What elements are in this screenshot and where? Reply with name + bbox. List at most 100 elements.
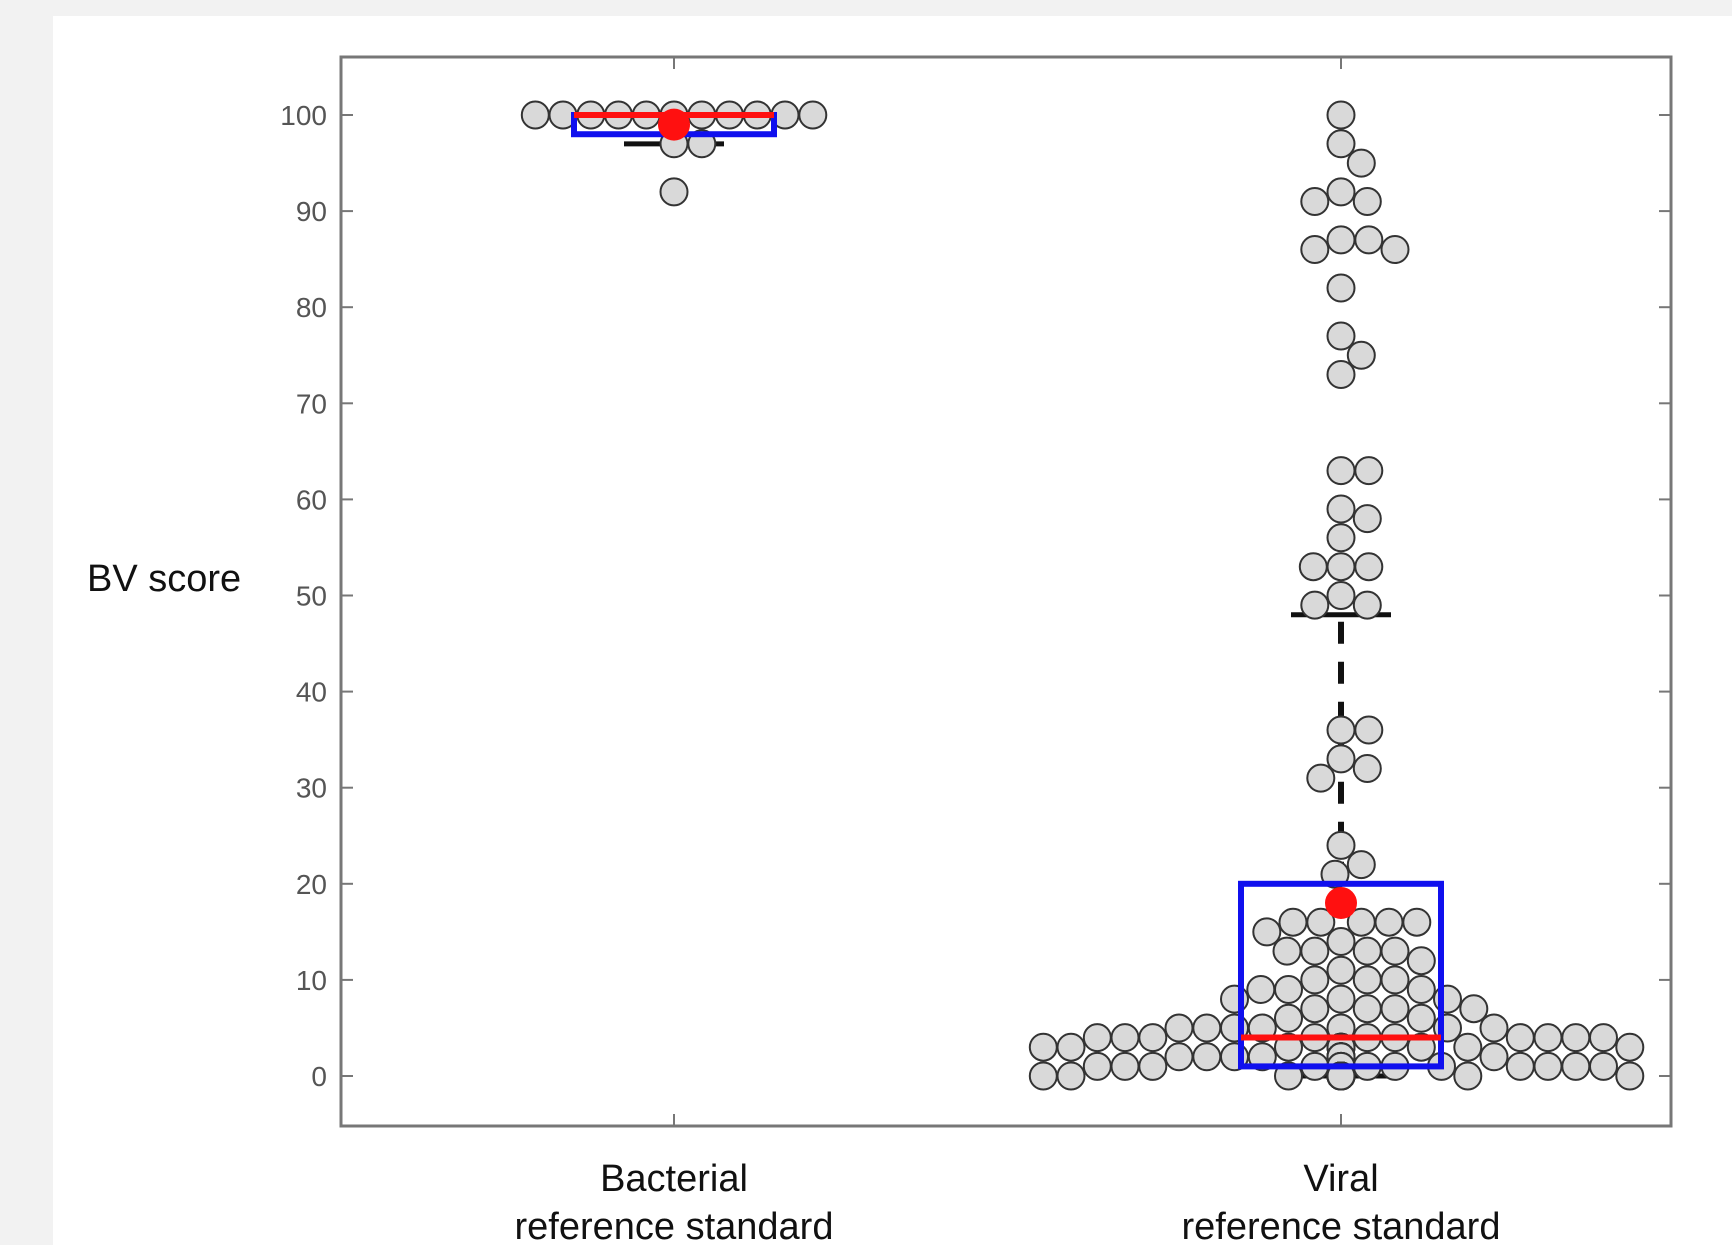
data-point [1479,1042,1509,1072]
mean-marker [1325,887,1357,920]
data-point [798,100,828,130]
data-point [1346,340,1376,370]
data-point [1300,936,1330,966]
data-point [520,100,550,130]
data-point [1326,830,1356,860]
data-point [1138,1023,1168,1053]
data-point [1326,129,1356,159]
group-2 [1028,100,1645,1091]
y-tick-label: 70 [296,388,327,419]
x-category-label: Bacterial [600,1158,748,1200]
data-point [1352,754,1382,783]
data-point [1326,100,1356,130]
data-point [1326,523,1356,553]
data-point [1354,225,1384,255]
data-point [1326,984,1356,1014]
y-tick-label: 10 [296,965,327,996]
data-point [1406,946,1436,976]
x-category-label: reference standard [1182,1206,1501,1245]
y-tick-label: 30 [296,773,327,804]
data-point [1589,1023,1618,1053]
data-point [1300,235,1330,264]
y-tick-label: 50 [296,581,327,612]
data-point [659,177,689,207]
data-point [1056,1061,1086,1091]
groups [520,100,1645,1091]
data-point [1354,552,1384,582]
data-point [1326,177,1356,207]
data-point [1615,1061,1645,1091]
data-point [1082,1023,1112,1053]
y-tick-label: 20 [296,869,327,900]
y-tick-label: 0 [311,1061,327,1092]
data-point [1533,1051,1563,1081]
x-category-label: Viral [1303,1158,1378,1200]
data-point [1326,360,1356,389]
data-point [1326,321,1356,351]
y-axis-label: BV score [87,558,241,600]
data-point [1479,1013,1509,1043]
data-point [1028,1061,1058,1091]
data-point [1615,1032,1645,1062]
data-point [1326,225,1356,255]
data-point [1352,994,1382,1024]
data-point [1406,975,1436,1004]
bv-score-chart: 0 10 20 30 40 50 60 70 80 90 100 Bacterial referenc… [87,55,1673,1245]
data-point [1110,1023,1140,1053]
data-point [1346,148,1376,178]
data-point [1246,975,1276,1004]
data-point [1192,1013,1222,1043]
mean-marker [658,108,690,141]
data-point [1278,907,1308,937]
data-point [1406,1003,1436,1033]
data-point [1589,1051,1618,1081]
data-point [1346,850,1376,880]
y-tick-label: 80 [296,292,327,323]
data-point [1354,715,1384,745]
data-point [1380,235,1410,264]
y-axis: 0 10 20 30 40 50 60 70 80 90 100 [280,100,1671,1092]
data-point [1453,1032,1483,1062]
data-point [1352,590,1382,620]
data-point [1354,456,1384,486]
data-point [1533,1023,1563,1053]
data-point [1505,1023,1535,1053]
y-tick-label: 40 [296,677,327,708]
data-point [1352,936,1382,966]
data-point [1326,715,1356,745]
x-category-label: reference standard [515,1206,834,1245]
data-point [1453,1061,1483,1091]
data-point [1352,504,1382,534]
data-point [1326,927,1356,956]
data-point [1300,965,1330,995]
data-point [1380,994,1410,1024]
data-point [1402,907,1432,937]
data-point [1326,955,1356,985]
data-point [1056,1032,1086,1062]
data-point [1459,994,1489,1024]
data-point [1326,552,1356,582]
data-point [1352,187,1382,216]
data-point [1380,965,1410,995]
data-point [1326,494,1356,524]
data-point [1274,1003,1303,1033]
data-point [1028,1032,1058,1062]
data-point [1110,1051,1140,1081]
data-point [1505,1051,1535,1081]
data-point [1192,1042,1222,1072]
data-point [1561,1023,1591,1053]
data-point [1300,994,1330,1024]
data-point [1252,917,1282,947]
x-axis: Bacterial reference standard Viral referenc… [515,57,1501,1245]
data-point [1306,763,1336,793]
data-point [1082,1051,1112,1081]
data-point [1326,273,1356,303]
data-point [1300,187,1330,216]
data-point [1326,456,1356,486]
data-point [1326,581,1356,610]
plot-frame [339,55,1673,1128]
y-tick-label: 100 [280,100,327,131]
data-point [1326,744,1356,774]
data-point [1561,1051,1591,1081]
data-point [1274,975,1303,1004]
